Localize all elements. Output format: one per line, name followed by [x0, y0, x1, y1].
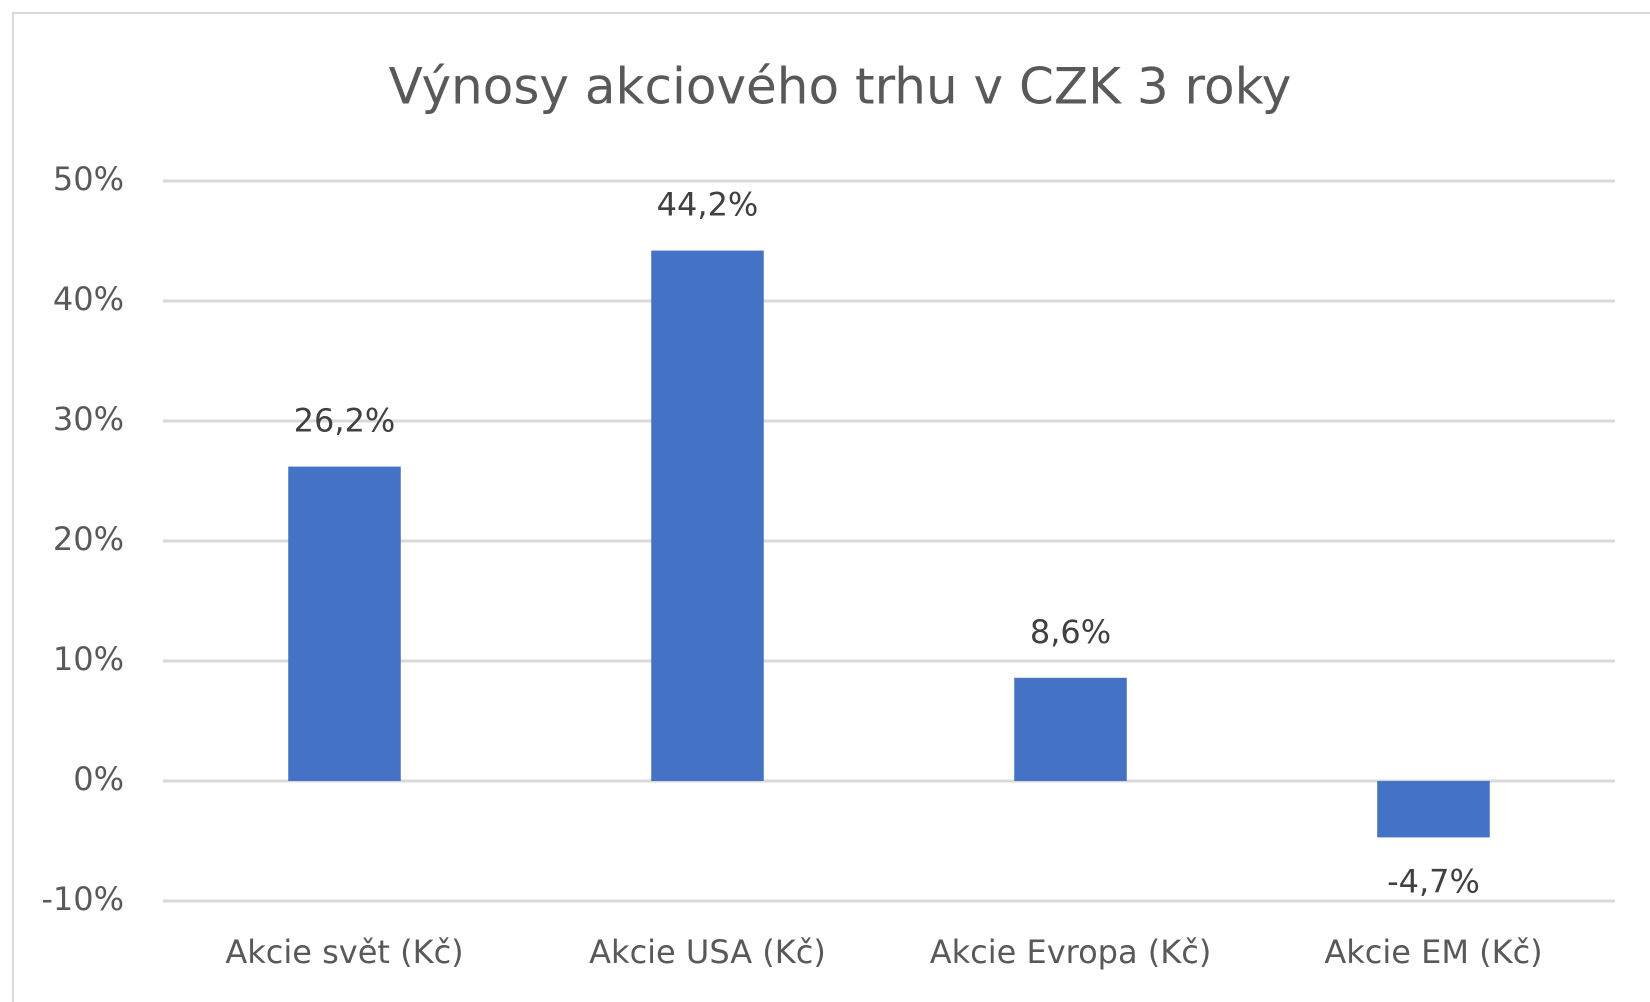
x-tick-label: Akcie svět (Kč)	[225, 933, 463, 971]
y-tick-label: 0%	[73, 760, 124, 798]
x-tick-label: Akcie USA (Kč)	[589, 933, 826, 971]
chart-title: Výnosy akciového trhu v CZK 3 roky	[389, 58, 1292, 116]
bar	[1377, 781, 1490, 838]
data-label: 8,6%	[1030, 613, 1111, 651]
bar	[1014, 677, 1127, 781]
data-label: -4,7%	[1387, 862, 1480, 900]
x-tick-label: Akcie Evropa (Kč)	[930, 933, 1212, 971]
bar	[288, 466, 401, 781]
chart-frame	[12, 12, 1650, 1002]
data-label: 26,2%	[294, 402, 396, 440]
y-tick-label: 50%	[53, 160, 124, 198]
bar	[651, 250, 764, 782]
y-tick-label: -10%	[41, 880, 124, 918]
y-tick-label: 30%	[53, 400, 124, 438]
y-tick-label: 20%	[53, 520, 124, 558]
y-tick-label: 10%	[53, 640, 124, 678]
y-tick-label: 40%	[53, 280, 124, 318]
x-tick-label: Akcie EM (Kč)	[1324, 933, 1542, 971]
data-label: 44,2%	[657, 186, 759, 224]
